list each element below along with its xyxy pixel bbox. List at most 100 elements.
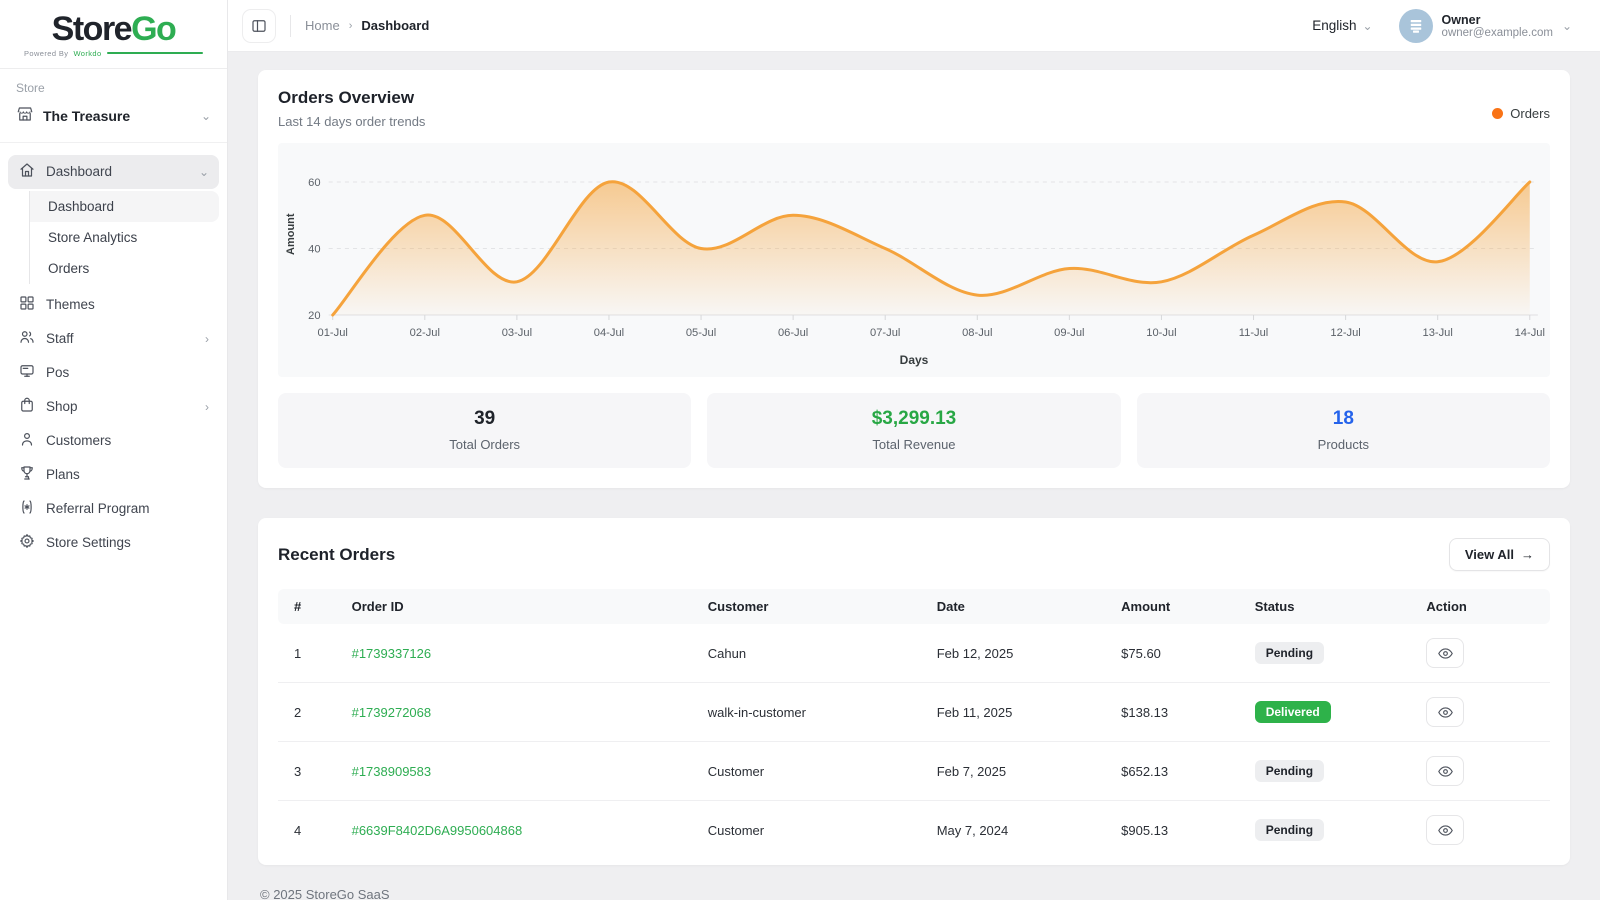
column-header-num: # (278, 589, 342, 624)
recent-orders-table: # Order ID Customer Date Amount Status A… (278, 589, 1550, 859)
sidebar-item-pos[interactable]: Pos (8, 356, 219, 390)
sidebar-item-label: Dashboard (46, 164, 113, 180)
row-number: 4 (294, 822, 302, 838)
submenu-item-orders[interactable]: Orders (48, 260, 90, 276)
user-menu[interactable]: Owner owner@example.com ⌄ (1398, 8, 1572, 43)
date-cell: May 7, 2024 (936, 822, 1009, 838)
amount-cell: $138.13 (1111, 682, 1245, 742)
submenu-item-dashboard[interactable]: Dashboard (30, 190, 219, 222)
status-badge: Delivered (1254, 701, 1331, 723)
date-cell: Feb 7, 2025 (926, 741, 1112, 801)
order-id-link[interactable]: #1738909583 (351, 763, 432, 779)
customer-cell: Customer (707, 822, 765, 838)
orders-overview-header: Orders Overview Last 14 days order trend… (278, 88, 1550, 129)
svg-text:40: 40 (308, 244, 320, 256)
building-icon (1410, 19, 1421, 33)
logo-text-store: Store (51, 10, 133, 48)
sidebar-item-label: Staff (46, 331, 74, 347)
stats-row: 39 Total Orders $3,299.13 Total Revenue … (278, 393, 1550, 468)
language-label: English (1312, 18, 1357, 33)
stat-value: 39 (474, 408, 496, 429)
sidebar-item-label: Themes (46, 297, 95, 313)
view-all-button[interactable]: View All → (1448, 538, 1550, 571)
column-header-amount: Amount (1111, 589, 1245, 624)
svg-text:20: 20 (308, 310, 320, 322)
content: Orders Overview Last 14 days order trend… (228, 52, 1600, 900)
grid-icon (18, 294, 36, 315)
sidebar-item-staff[interactable]: Staff › (8, 322, 219, 356)
store-section: Store The Treasure ⌄ (0, 69, 227, 143)
recent-orders-card: Recent Orders View All → # Order ID Cust… (258, 518, 1570, 865)
legend-label: Orders (1510, 106, 1550, 121)
avatar (1398, 8, 1433, 43)
user-meta: Owner owner@example.com (1442, 13, 1553, 39)
stat-value: 18 (1332, 408, 1354, 429)
chevron-down-icon: ⌄ (198, 164, 209, 179)
svg-text:06-Jul: 06-Jul (778, 327, 808, 339)
table-row: 4 #6639F8402D6A9950604868 Customer May 7… (278, 801, 1550, 860)
sidebar-item-customers[interactable]: Customers (8, 424, 219, 458)
chart-x-axis-title: Days (899, 353, 929, 367)
gear-icon (18, 532, 36, 553)
topbar-divider (290, 14, 291, 37)
submenu-item-store-analytics[interactable]: Store Analytics (48, 229, 138, 245)
store-picker[interactable]: The Treasure ⌄ (16, 105, 211, 128)
view-all-label: View All (1464, 547, 1514, 562)
logo[interactable]: StoreGo Powered By Workdo (0, 0, 227, 69)
orders-overview-card: Orders Overview Last 14 days order trend… (258, 70, 1570, 488)
order-id-link[interactable]: #1739272068 (351, 704, 432, 720)
chevron-down-icon: ⌄ (200, 109, 211, 124)
trophy-icon (18, 464, 36, 485)
order-id-link[interactable]: #6639F8402D6A9950604868 (351, 822, 523, 838)
amount-cell: $75.60 (1111, 624, 1245, 683)
sidebar: StoreGo Powered By Workdo Store The Trea… (0, 0, 228, 900)
svg-text:01-Jul: 01-Jul (318, 327, 348, 339)
user-email: owner@example.com (1441, 26, 1553, 39)
legend-dot-icon (1492, 108, 1504, 119)
svg-text:11-Jul: 11-Jul (1239, 327, 1269, 339)
language-selector[interactable]: English ⌄ (1312, 18, 1372, 33)
stat-total-orders: 39 Total Orders (278, 393, 692, 468)
dashboard-submenu: Dashboard Store Analytics Orders (29, 190, 219, 284)
column-header-action: Action (1416, 589, 1550, 624)
svg-text:12-Jul: 12-Jul (1330, 327, 1360, 339)
amount-cell: $905.13 (1121, 822, 1169, 838)
view-order-button[interactable] (1426, 697, 1465, 727)
store-section-label: Store (16, 80, 45, 95)
view-order-button[interactable] (1426, 815, 1465, 845)
view-order-button[interactable] (1426, 638, 1465, 668)
chevron-down-icon: ⌄ (1561, 18, 1572, 33)
arrow-right-icon: → (1521, 547, 1534, 562)
chart-legend[interactable]: Orders (1492, 106, 1550, 121)
orders-overview-titles: Orders Overview Last 14 days order trend… (278, 88, 425, 129)
storefront-icon (16, 105, 34, 128)
svg-text:60: 60 (308, 177, 320, 189)
topbar: Home › Dashboard English ⌄ Owner owner@e… (228, 0, 1600, 52)
eye-icon (1438, 706, 1453, 718)
column-header-customer: Customer (697, 589, 927, 624)
sidebar-item-themes[interactable]: Themes (8, 288, 219, 322)
sidebar-toggle-button[interactable] (242, 8, 276, 43)
sidebar-item-dashboard[interactable]: Dashboard ⌄ (8, 154, 219, 189)
status-badge: Pending (1254, 642, 1325, 664)
sidebar-item-shop[interactable]: Shop › (8, 390, 219, 424)
footer-copyright: © 2025 StoreGo SaaS (260, 887, 390, 900)
sidebar-nav: Dashboard ⌄ Dashboard Store Analytics Or… (0, 143, 227, 572)
sidebar-item-plans[interactable]: Plans (8, 458, 219, 492)
sidebar-item-referral-program[interactable]: Referral Program (8, 492, 219, 526)
view-order-button[interactable] (1426, 756, 1465, 786)
powered-by-brand: Workdo (73, 48, 102, 58)
logo-text: StoreGo (18, 10, 209, 48)
sidebar-item-label: Store Settings (46, 535, 131, 551)
panel-left-icon (252, 19, 266, 32)
users-icon (18, 328, 36, 349)
order-id-link[interactable]: #1739337126 (351, 645, 432, 661)
sidebar-item-store-settings[interactable]: Store Settings (8, 526, 219, 560)
referral-icon (18, 498, 36, 519)
orders-area-chart: 20 40 60 01-Jul 02-Jul 03-Jul 04-Jul 05-Jul 06-J… (308, 177, 1545, 339)
row-number: 1 (278, 624, 342, 683)
pos-terminal-icon (18, 362, 36, 383)
powered-by-label: Powered By (24, 48, 69, 58)
svg-text:14-Jul: 14-Jul (1515, 327, 1545, 339)
breadcrumb-home[interactable]: Home (305, 18, 340, 33)
